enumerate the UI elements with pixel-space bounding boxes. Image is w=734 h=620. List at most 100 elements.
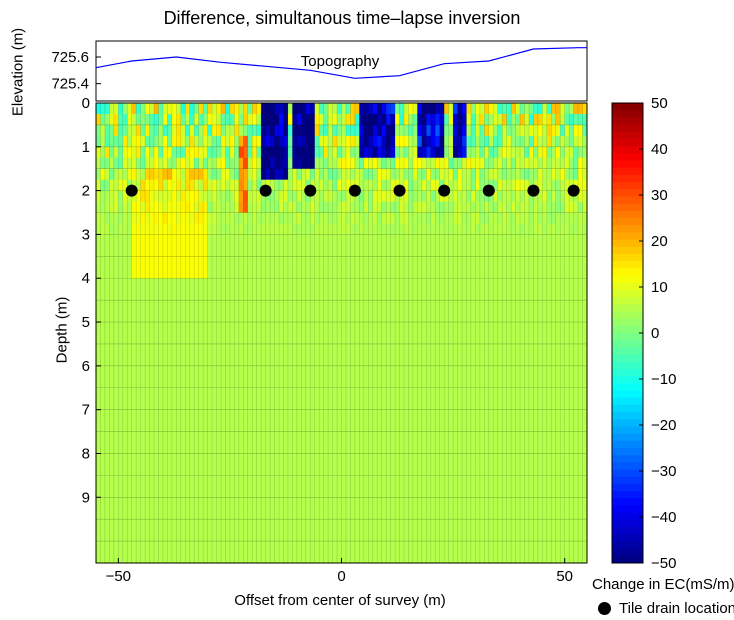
heatmap-cell — [136, 365, 142, 378]
heatmap-cell — [337, 552, 342, 564]
colorbar-segment — [612, 325, 643, 334]
heatmap-cell — [328, 311, 333, 323]
colorbar-segment — [612, 483, 643, 492]
heatmap-cell — [551, 146, 557, 159]
heatmap-cell — [118, 398, 124, 411]
heatmap-cell — [220, 179, 226, 192]
colorbar-tick-label: 30 — [651, 187, 668, 204]
heatmap-cell — [136, 398, 142, 411]
heatmap-cell — [328, 464, 333, 476]
topography-annotation: Topography — [301, 53, 380, 70]
heatmap-cell — [109, 453, 115, 465]
heatmap-cell — [185, 464, 191, 476]
heatmap-cell — [466, 508, 472, 520]
heatmap-cell — [185, 146, 191, 159]
heatmap-cell — [542, 103, 548, 115]
heatmap-cell — [359, 245, 365, 257]
heatmap-cell — [403, 453, 409, 465]
heatmap-cell — [484, 300, 490, 312]
heatmap-cell — [122, 343, 128, 356]
heatmap-cell — [140, 453, 146, 465]
heatmap-cell — [412, 497, 418, 509]
heatmap-cell — [261, 124, 267, 137]
heatmap-cell — [185, 245, 191, 257]
heatmap-cell — [564, 431, 570, 443]
heatmap-cell — [582, 311, 588, 323]
heatmap-cell — [104, 497, 110, 509]
heatmap-cell — [301, 552, 307, 564]
heatmap-cell — [252, 300, 258, 312]
heatmap-cell — [546, 387, 552, 400]
heatmap-cell — [247, 124, 253, 137]
heatmap-cell — [435, 343, 441, 356]
heatmap-cell — [220, 135, 226, 148]
heatmap-cell — [109, 409, 115, 422]
heatmap-cell — [430, 168, 436, 181]
heatmap-cell — [475, 464, 481, 476]
heatmap-cell — [104, 201, 110, 213]
heatmap-cell — [270, 190, 275, 202]
heatmap-cell — [345, 223, 351, 235]
heatmap-cell — [198, 223, 204, 235]
heatmap-cell — [426, 234, 432, 246]
heatmap-cell — [109, 267, 115, 279]
heatmap-cell — [207, 256, 213, 268]
heatmap-cell — [354, 278, 360, 290]
heatmap-cell — [274, 354, 280, 367]
heatmap-cell — [296, 311, 302, 323]
heatmap-cell — [511, 541, 516, 553]
heatmap-cell — [484, 245, 490, 257]
heatmap-cell — [180, 519, 186, 531]
heatmap-cell — [131, 245, 137, 257]
heatmap-cell — [171, 124, 177, 137]
heatmap-cell — [283, 201, 289, 213]
heatmap-cell — [247, 256, 253, 268]
heatmap-cell — [533, 223, 539, 235]
colorbar-segment — [612, 469, 643, 478]
heatmap-cell — [573, 409, 579, 422]
heatmap-cell — [488, 333, 494, 345]
heatmap-cell — [176, 486, 182, 498]
heatmap-cell — [189, 552, 195, 564]
heatmap-cell — [444, 541, 450, 553]
heatmap-cell — [542, 541, 548, 553]
heatmap-cell — [372, 497, 378, 509]
heatmap-cell — [328, 212, 333, 224]
heatmap-cell — [314, 300, 320, 312]
heatmap-cell — [158, 497, 164, 509]
heatmap-cell — [180, 376, 186, 389]
heatmap-cell — [176, 278, 182, 290]
heatmap-cell — [301, 420, 307, 432]
heatmap-cell — [162, 541, 168, 553]
heatmap-cell — [243, 311, 249, 323]
heatmap-cell — [109, 552, 115, 564]
heatmap-cell — [573, 376, 579, 389]
heatmap-cell — [279, 431, 284, 443]
heatmap-cell — [555, 343, 561, 356]
heatmap-cell — [283, 256, 289, 268]
heatmap-cell — [207, 168, 213, 181]
heatmap-cell — [270, 398, 275, 411]
heatmap-cell — [488, 157, 494, 170]
heatmap-cell — [319, 475, 325, 487]
heatmap-cell — [537, 212, 543, 224]
heatmap-cell — [502, 146, 508, 159]
heatmap-cell — [113, 409, 119, 422]
heatmap-cell — [207, 376, 213, 389]
heatmap-cell — [546, 168, 552, 181]
heatmap-cell — [113, 322, 119, 334]
heatmap-cell — [377, 157, 383, 170]
colorbar-segment — [612, 146, 643, 154]
heatmap-cell — [234, 190, 240, 202]
offset-tick-label: 0 — [337, 568, 345, 585]
heatmap-cell — [399, 420, 405, 432]
heatmap-cell — [198, 179, 204, 192]
heatmap-cell — [131, 376, 137, 389]
heatmap-cell — [484, 475, 490, 487]
heatmap-cell — [310, 530, 316, 542]
heatmap-cell — [359, 508, 365, 520]
heatmap-cell — [216, 300, 222, 312]
heatmap-cell — [386, 146, 391, 159]
heatmap-cell — [212, 234, 217, 246]
heatmap-cell — [256, 497, 262, 509]
